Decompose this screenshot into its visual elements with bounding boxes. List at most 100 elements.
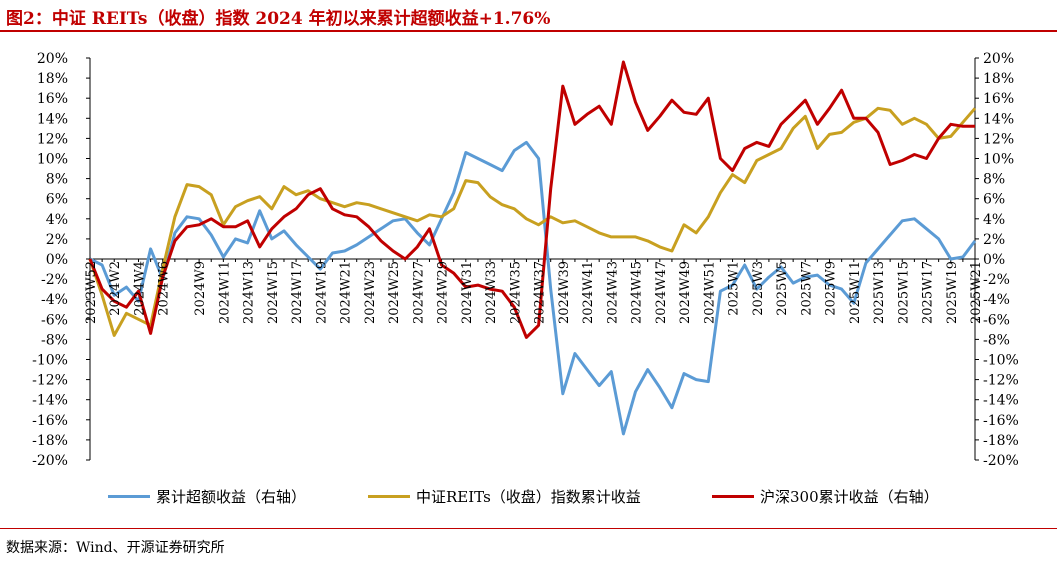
right-y-tick-label: 14% (983, 111, 1014, 127)
left-y-tick-label: -10% (32, 353, 68, 369)
right-y-tick-label: 18% (983, 71, 1014, 87)
x-tick-label: 2024W15 (266, 261, 281, 324)
x-tick-label: 2024W11 (217, 261, 232, 324)
right-y-tick-label: -16% (983, 413, 1019, 429)
left-y-tick-label: -12% (32, 373, 68, 389)
right-y-tick-label: 16% (983, 91, 1014, 107)
left-y-tick-label: 18% (37, 71, 68, 87)
right-y-tick-label: -14% (983, 393, 1019, 409)
series-line-0 (89, 140, 977, 436)
title-underline (0, 30, 1057, 32)
x-tick-label: 2025W7 (799, 261, 814, 316)
chart-title: 图2：中证 REITs（收盘）指数 2024 年初以来累计超额收益+1.76% (6, 9, 551, 29)
x-tick-label: 2025W9 (824, 261, 839, 316)
right-y-tick-label: 0% (983, 252, 1005, 268)
right-y-tick-label: 2% (983, 232, 1005, 248)
x-tick-label: 2024W2 (108, 261, 123, 316)
left-y-tick-label: -14% (32, 393, 68, 409)
x-tick-label: 2024W21 (339, 261, 354, 324)
x-tick-label: 2024W43 (605, 261, 620, 324)
right-y-tick-label: 20% (983, 51, 1014, 67)
x-tick-label: 2024W37 (533, 261, 548, 324)
right-y-tick-label: -6% (983, 312, 1010, 328)
left-y-tick-label: -2% (41, 272, 68, 288)
x-tick-label: 2024W13 (242, 261, 257, 324)
right-y-tick-label: -12% (983, 373, 1019, 389)
right-y-tick-label: 6% (983, 192, 1005, 208)
x-tick-label: 2025W19 (945, 261, 960, 324)
legend-item-csi300: 沪深300累计收益（右轴） (712, 485, 939, 507)
x-tick-label: 2024W33 (484, 261, 499, 324)
right-y-tick-label: -20% (983, 453, 1019, 469)
left-y-tick-label: 6% (46, 192, 68, 208)
legend-item-reits-index: 中证REITs（收盘）指数累计收益 (368, 485, 641, 507)
legend-label-excess-return: 累计超额收益（右轴） (156, 487, 307, 506)
x-tick-label: 2024W9 (193, 261, 208, 316)
title-bar: 图2：中证 REITs（收盘）指数 2024 年初以来累计超额收益+1.76% (0, 0, 1057, 32)
x-tick-label: 2024W19 (314, 261, 329, 324)
x-tick-label: 2024W45 (630, 261, 645, 324)
left-y-tick-label: 12% (37, 131, 68, 147)
legend-swatch-excess-return (108, 494, 150, 498)
right-y-tick-label: 4% (983, 212, 1005, 228)
left-y-tick-label: -8% (41, 332, 68, 348)
chart-legend: 累计超额收益（右轴） 中证REITs（收盘）指数累计收益 沪深300累计收益（右… (0, 485, 1057, 507)
x-tick-label: 2024W39 (557, 261, 572, 324)
right-y-tick-label: -10% (983, 353, 1019, 369)
right-y-tick-label: -4% (983, 292, 1010, 308)
legend-swatch-csi300 (712, 494, 754, 498)
x-tick-label: 2024W4 (133, 261, 148, 316)
right-y-tick-label: -8% (983, 332, 1010, 348)
footer-divider (0, 528, 1057, 529)
legend-label-csi300: 沪深300累计收益（右轴） (760, 487, 939, 506)
x-tick-label: 2024W51 (702, 261, 717, 324)
left-y-tick-label: 0% (46, 252, 68, 268)
chart-tick-labels: 20% 20% 18% 18% 16% 16% 14% 14% 12% 12% 10% 10% 8% 8%… (32, 51, 1019, 469)
x-tick-label: 2024W6 (157, 261, 172, 316)
series-line-1 (88, 106, 977, 337)
left-y-tick-label: 20% (37, 51, 68, 67)
line-chart: 20% 20% 18% 18% 16% 16% 14% 14% 12% 12% 10% 10% 8% 8%… (32, 51, 1019, 469)
left-y-tick-label: 8% (46, 172, 68, 188)
right-y-tick-label: 8% (983, 172, 1005, 188)
x-tick-label: 2024W47 (654, 261, 669, 324)
x-tick-label: 2024W35 (508, 261, 523, 324)
x-tick-label: 2024W49 (678, 261, 693, 324)
x-tick-label: 2025W15 (896, 261, 911, 324)
chart-axes (86, 57, 979, 461)
x-tick-label: 2025W17 (921, 261, 936, 324)
left-y-tick-label: 2% (46, 232, 68, 248)
legend-swatch-reits-index (368, 494, 410, 498)
series-line-2 (88, 60, 975, 339)
right-y-tick-label: -2% (983, 272, 1010, 288)
x-tick-label: 2024W31 (460, 261, 475, 324)
x-tick-label: 2024W25 (387, 261, 402, 324)
x-tick-label: 2024W23 (363, 261, 378, 324)
x-tick-label: 2024W17 (290, 261, 305, 324)
x-tick-label: 2025W3 (751, 261, 766, 316)
left-y-tick-label: -4% (41, 292, 68, 308)
left-y-tick-label: -18% (32, 433, 68, 449)
left-y-tick-label: -16% (32, 413, 68, 429)
left-y-tick-label: 4% (46, 212, 68, 228)
x-tick-label: 2025W11 (848, 261, 863, 324)
chart-series (88, 60, 977, 436)
right-y-tick-label: 12% (983, 131, 1014, 147)
x-tick-label: 2025W21 (969, 261, 984, 324)
x-tick-label: 2024W41 (581, 261, 596, 324)
legend-label-reits-index: 中证REITs（收盘）指数累计收益 (416, 487, 641, 506)
left-y-tick-label: 16% (37, 91, 68, 107)
left-y-tick-label: -6% (41, 312, 68, 328)
x-tick-label: 2024W27 (411, 261, 426, 324)
x-tick-label: 2023W52 (84, 261, 99, 324)
legend-item-excess-return: 累计超额收益（右轴） (108, 485, 306, 507)
left-y-tick-label: 10% (37, 152, 68, 168)
x-tick-label: 2025W13 (872, 261, 887, 324)
x-tick-label: 2024W29 (436, 261, 451, 324)
x-tick-label: 2025W1 (727, 261, 742, 316)
left-y-tick-label: 14% (37, 111, 68, 127)
right-y-tick-label: 10% (983, 152, 1014, 168)
right-y-tick-label: -18% (983, 433, 1019, 449)
x-tick-label: 2025W5 (775, 261, 790, 316)
source-note: 数据来源：Wind、开源证券研究所 (6, 540, 225, 556)
